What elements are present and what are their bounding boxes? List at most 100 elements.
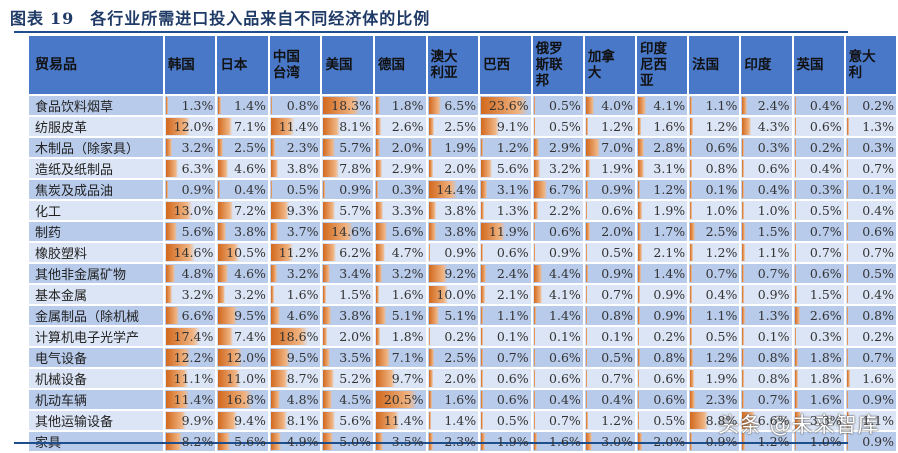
value-cell: 0.2% xyxy=(845,96,896,115)
data-bar xyxy=(165,223,177,240)
value-cell: 0.6% xyxy=(636,369,688,388)
value-text: 0.5% xyxy=(653,413,686,428)
value-cell: 0.7% xyxy=(741,264,792,283)
data-bar xyxy=(637,391,640,408)
data-bar xyxy=(637,286,640,303)
value-text: 0.5% xyxy=(705,329,738,344)
value-cell: 0.5% xyxy=(480,411,531,430)
value-cell: 0.4% xyxy=(532,390,583,409)
data-bar xyxy=(533,160,540,177)
value-cell: 0.3% xyxy=(741,138,792,157)
data-bar xyxy=(428,328,431,345)
data-bar xyxy=(690,286,692,303)
value-cell: 0.5% xyxy=(584,243,635,262)
value-cell: 1.4% xyxy=(532,306,583,325)
value-cell: 1.1% xyxy=(741,243,792,262)
value-text: 8.8% xyxy=(705,413,738,428)
data-bar xyxy=(481,286,486,303)
column-header-economy: 日本 xyxy=(217,36,268,94)
data-bar xyxy=(270,433,281,450)
data-bar xyxy=(637,370,640,387)
value-cell: 2.0% xyxy=(584,222,635,241)
value-text: 1.3% xyxy=(181,98,214,113)
data-bar xyxy=(218,202,233,219)
value-text: 0.2% xyxy=(809,140,842,155)
value-text: 5.1% xyxy=(391,308,424,323)
value-cell: 3.5% xyxy=(375,432,426,451)
data-bar xyxy=(533,433,537,450)
value-text: 1.2% xyxy=(653,182,686,197)
value-cell: 2.6% xyxy=(375,117,426,136)
value-text: 0.3% xyxy=(809,182,842,197)
value-cell: 0.5% xyxy=(532,117,583,136)
data-bar xyxy=(165,181,168,198)
data-bar xyxy=(637,181,641,198)
value-text: 0.7% xyxy=(705,266,738,281)
value-cell: 3.1% xyxy=(480,180,531,199)
data-bar xyxy=(690,370,694,387)
value-cell: 0.9% xyxy=(689,432,740,451)
data-bar xyxy=(428,370,433,387)
data-bar xyxy=(323,391,333,408)
value-cell: 1.2% xyxy=(636,180,688,199)
data-bar xyxy=(846,181,849,198)
value-cell: 3.2% xyxy=(164,138,216,157)
value-text: 1.4% xyxy=(549,308,581,323)
row-label: 纺服皮革 xyxy=(29,117,163,136)
data-bar xyxy=(637,160,645,177)
data-bar xyxy=(794,391,798,408)
column-header-economy: 意大利 xyxy=(845,36,896,94)
table-row: 其他运输设备 9.9% 9.4% 8.1% 5.6% 11.4% 1.4% 0.5% 0.7% 1… xyxy=(29,411,896,430)
data-bar xyxy=(794,181,796,198)
value-cell: 1.3% xyxy=(164,96,216,115)
value-text: 3.7% xyxy=(286,224,319,239)
value-cell: 0.7% xyxy=(845,243,896,262)
data-bar xyxy=(481,139,484,156)
data-bar xyxy=(585,223,590,240)
value-text: 0.3% xyxy=(862,140,894,155)
value-cell: 5.1% xyxy=(427,306,479,325)
value-cell: 0.3% xyxy=(845,138,896,157)
data-bar xyxy=(742,286,745,303)
value-text: 3.8% xyxy=(444,224,477,239)
data-bar xyxy=(428,244,431,261)
data-bar xyxy=(165,307,179,324)
data-bar xyxy=(742,202,745,219)
data-bar xyxy=(481,370,483,387)
data-bar xyxy=(637,349,640,366)
value-text: 0.1% xyxy=(862,182,894,197)
data-bar xyxy=(794,286,798,303)
value-text: 12.0% xyxy=(173,119,214,134)
data-bar xyxy=(794,118,796,135)
value-text: 3.3% xyxy=(391,203,424,218)
column-header-economy: 俄罗 斯联邦 xyxy=(532,36,583,94)
data-bar xyxy=(794,97,796,114)
value-text: 2.0% xyxy=(653,434,686,449)
value-cell: 0.6% xyxy=(480,369,531,388)
data-bar xyxy=(533,391,536,408)
value-text: 1.3% xyxy=(757,308,790,323)
value-cell: 1.1% xyxy=(480,306,531,325)
value-cell: 0.6% xyxy=(741,159,792,178)
value-cell: 0.3% xyxy=(793,327,844,346)
value-text: 2.5% xyxy=(444,119,477,134)
value-cell: 0.5% xyxy=(845,264,896,283)
value-cell: 0.1% xyxy=(689,180,740,199)
value-cell: 1.4% xyxy=(636,264,688,283)
value-text: 0.6% xyxy=(862,224,894,239)
value-cell: 0.7% xyxy=(584,369,635,388)
value-cell: 4.1% xyxy=(636,96,688,115)
value-cell: 0.2% xyxy=(793,138,844,157)
value-cell: 13.0% xyxy=(164,201,216,220)
value-cell: 1.3% xyxy=(741,306,792,325)
value-cell: 0.4% xyxy=(845,201,896,220)
value-cell: 2.4% xyxy=(480,264,531,283)
column-header-economy: 印度 xyxy=(741,36,792,94)
data-bar xyxy=(270,370,289,387)
data-bar xyxy=(742,181,744,198)
data-bar xyxy=(428,391,432,408)
data-bar xyxy=(585,97,594,114)
data-bar xyxy=(585,244,588,261)
data-bar xyxy=(218,391,252,408)
data-bar xyxy=(742,265,744,282)
